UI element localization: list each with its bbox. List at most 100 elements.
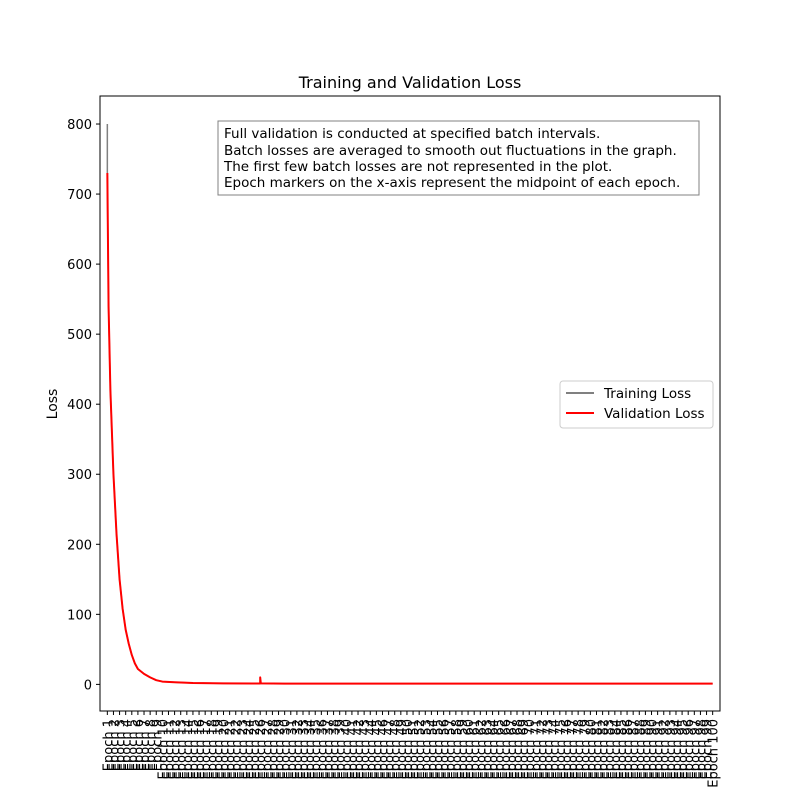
x-tick-label: Epoch 43 xyxy=(358,719,373,779)
x-tick-label: Epoch 13 xyxy=(175,719,190,779)
x-tick-label: Epoch 79 xyxy=(578,719,593,779)
x-tick-label: Epoch 2 xyxy=(107,719,122,771)
x-tick-label: Epoch 28 xyxy=(266,719,281,779)
x-tick-label: Epoch 8 xyxy=(144,719,159,771)
x-tick-label: Epoch 5 xyxy=(126,719,141,771)
series-layer xyxy=(106,124,713,685)
x-tick-label: Epoch 21 xyxy=(224,719,239,779)
y-tick-label: 200 xyxy=(67,538,92,553)
x-tick-label: Epoch 65 xyxy=(493,719,508,779)
plot-area-frame xyxy=(99,95,721,712)
y-tick-label: 0 xyxy=(84,678,92,693)
x-tick-label: Epoch 89 xyxy=(639,719,654,779)
x-tick-label: Epoch 96 xyxy=(682,719,697,779)
x-tick-label: Epoch 1 xyxy=(101,719,116,771)
x-tick-label: Epoch 38 xyxy=(328,719,343,779)
x-tick-label: Epoch 75 xyxy=(554,719,569,779)
x-tick-label: Epoch 16 xyxy=(193,719,208,779)
x-tick-label: Epoch 61 xyxy=(468,719,483,779)
x-tick-label: Epoch 23 xyxy=(236,719,251,779)
y-tick-label: 100 xyxy=(67,608,92,623)
x-tick-label: Epoch 32 xyxy=(291,719,306,779)
x-tick-label: Epoch 9 xyxy=(150,719,165,771)
y-tick-label: 500 xyxy=(67,328,92,343)
x-tick-label: Epoch 76 xyxy=(560,719,575,779)
y-tick-label: 300 xyxy=(67,468,92,483)
x-tick-label: Epoch 15 xyxy=(187,719,202,779)
x-tick-label: Epoch 74 xyxy=(548,719,563,779)
x-tick-label: Epoch 18 xyxy=(205,719,220,779)
x-tick-label: Epoch 82 xyxy=(597,719,612,779)
x-tick-label: Epoch 71 xyxy=(529,719,544,779)
x-tick-label: Epoch 67 xyxy=(505,719,520,779)
x-tick-label: Epoch 12 xyxy=(169,719,184,779)
x-tick-label: Epoch 58 xyxy=(450,719,465,779)
x-tick-label: Epoch 68 xyxy=(511,719,526,779)
x-tick-label: Epoch 53 xyxy=(419,719,434,779)
legend-label-training: Training Loss xyxy=(603,386,691,402)
x-tick-label: Epoch 81 xyxy=(590,719,605,779)
x-tick-label: Epoch 17 xyxy=(199,719,214,779)
y-tick-label: 600 xyxy=(67,258,92,273)
x-tick-label: Epoch 4 xyxy=(120,719,135,771)
x-tick-label: Epoch 24 xyxy=(242,719,257,779)
y-axis-label: Loss xyxy=(45,389,61,420)
legend-label-validation: Validation Loss xyxy=(604,406,705,422)
x-tick-label: Epoch 69 xyxy=(517,719,532,779)
x-tick-label: Epoch 50 xyxy=(401,719,416,779)
x-tick-label: Epoch 97 xyxy=(688,719,703,779)
x-tick-label: Epoch 86 xyxy=(621,719,636,779)
x-tick-label: Epoch 11 xyxy=(162,719,177,779)
x-tick-label: Epoch 45 xyxy=(370,719,385,779)
x-tick-label: Epoch 51 xyxy=(407,719,422,779)
x-tick-label: Epoch 7 xyxy=(138,719,153,771)
x-tick-label: Epoch 83 xyxy=(603,719,618,779)
x-tick-label: Epoch 22 xyxy=(230,719,245,779)
x-tick-label: Epoch 37 xyxy=(321,719,336,779)
x-tick-label: Epoch 92 xyxy=(658,719,673,779)
x-tick-label: Epoch 87 xyxy=(627,719,642,779)
x-tick-label: Epoch 34 xyxy=(303,719,318,779)
annotation-line-1: Full validation is conducted at specifie… xyxy=(224,126,600,142)
x-tick-label: Epoch 3 xyxy=(114,719,129,771)
x-tick-label: Epoch 39 xyxy=(334,719,349,779)
annotation-line-2: Batch losses are averaged to smooth out … xyxy=(224,143,677,159)
x-tick-label: Epoch 20 xyxy=(218,719,233,779)
x-tick-label: Epoch 90 xyxy=(646,719,661,779)
x-tick-label: Epoch 91 xyxy=(652,719,667,779)
x-tick-label: Epoch 60 xyxy=(462,719,477,779)
annotation-line-3: The first few batch losses are not repre… xyxy=(223,159,612,175)
x-tick-label: Epoch 36 xyxy=(315,719,330,779)
x-tick-label: Epoch 49 xyxy=(395,719,410,779)
x-tick-label: Epoch 44 xyxy=(364,719,379,779)
x-tick-label: Epoch 64 xyxy=(487,719,502,779)
x-tick-label: Epoch 42 xyxy=(352,719,367,779)
x-tick-label: Epoch 94 xyxy=(670,719,685,779)
x-tick-label: Epoch 40 xyxy=(340,719,355,779)
x-tick-label: Epoch 46 xyxy=(376,719,391,779)
x-tick-label: Epoch 29 xyxy=(273,719,288,779)
x-tick-label: Epoch 52 xyxy=(413,719,428,779)
legend-frame xyxy=(559,380,714,429)
x-tick-label: Epoch 80 xyxy=(584,719,599,779)
x-tick-label: Epoch 56 xyxy=(438,719,453,779)
chart-title: Training and Validation Loss xyxy=(298,73,522,92)
x-tick-label: Epoch 27 xyxy=(260,719,275,779)
x-tick-label: Epoch 35 xyxy=(309,719,324,779)
x-tick-label: Epoch 84 xyxy=(609,719,624,779)
x-tick-label: Epoch 70 xyxy=(523,719,538,779)
y-tick-label: 400 xyxy=(67,398,92,413)
x-tick-label: Epoch 73 xyxy=(542,719,557,779)
x-tick-label: Epoch 78 xyxy=(572,719,587,779)
x-tick-label: Epoch 98 xyxy=(694,719,709,779)
x-tick-label: Epoch 14 xyxy=(181,719,196,779)
x-tick-label: Epoch 19 xyxy=(211,719,226,779)
x-tick-label: Epoch 33 xyxy=(297,719,312,779)
x-tick-label: Epoch 85 xyxy=(615,719,630,779)
x-tick-label: Epoch 88 xyxy=(633,719,648,779)
y-axis-ticks: 0 100 200 300 400 500 600 700 800 xyxy=(67,118,100,693)
y-tick-label: 700 xyxy=(67,188,92,203)
x-tick-label: Epoch 48 xyxy=(389,719,404,779)
